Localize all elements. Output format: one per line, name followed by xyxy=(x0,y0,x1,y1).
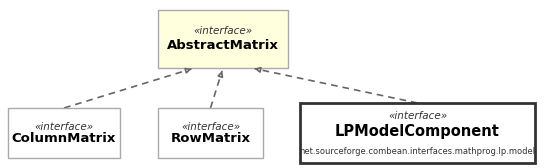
Bar xyxy=(158,108,263,158)
Text: AbstractMatrix: AbstractMatrix xyxy=(167,39,279,52)
Text: «interface»: «interface» xyxy=(34,121,94,132)
Text: net.sourceforge.combean.interfaces.mathprog.lp.model: net.sourceforge.combean.interfaces.mathp… xyxy=(299,146,535,156)
Text: «interface»: «interface» xyxy=(388,111,447,121)
Text: ColumnMatrix: ColumnMatrix xyxy=(12,133,116,145)
Text: «interface»: «interface» xyxy=(194,27,252,36)
Text: RowMatrix: RowMatrix xyxy=(170,133,250,145)
Text: «interface»: «interface» xyxy=(181,121,240,132)
Bar xyxy=(158,10,288,68)
Text: LPModelComponent: LPModelComponent xyxy=(335,124,500,139)
Bar xyxy=(8,108,120,158)
Bar xyxy=(300,103,535,163)
